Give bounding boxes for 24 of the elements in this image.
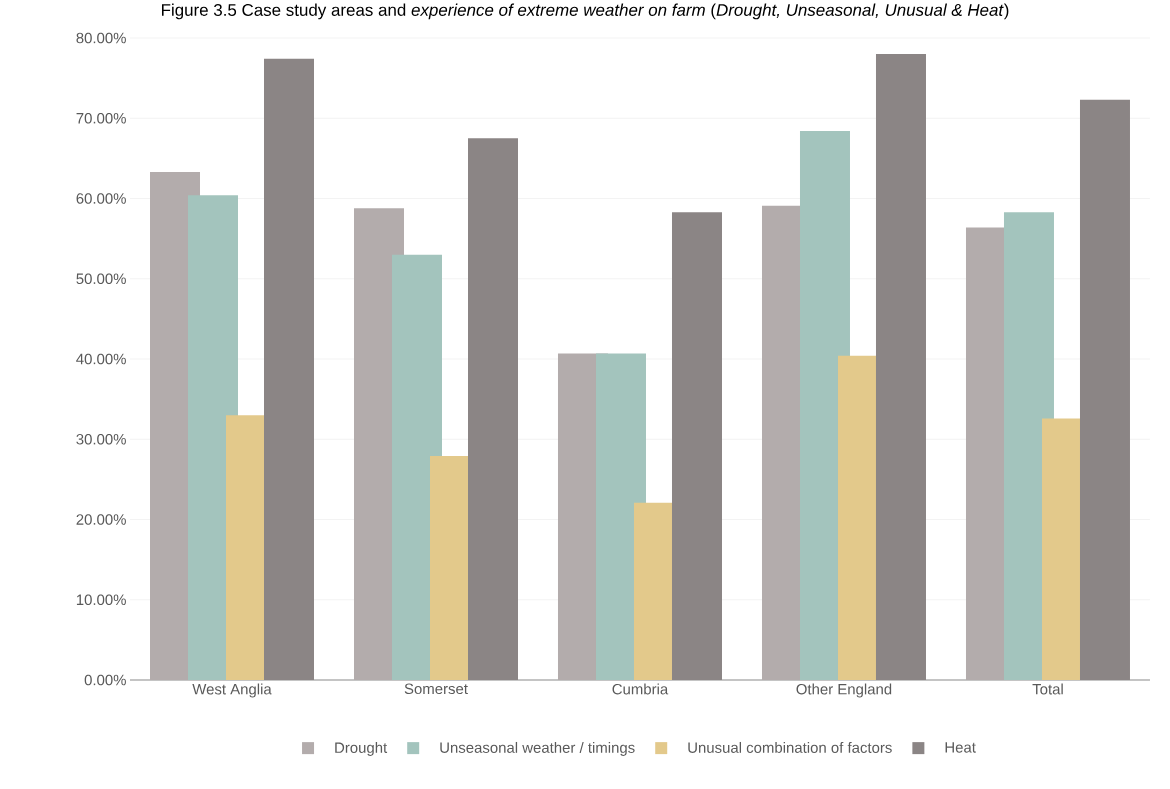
y-tick-label: 0.00% — [84, 674, 126, 686]
y-tick-label: 20.00% — [76, 514, 126, 525]
y-tick-label: 40.00% — [76, 353, 126, 365]
x-tick-label: West Anglia — [192, 683, 272, 698]
y-tick-label: 80.00% — [76, 32, 126, 44]
bar — [875, 54, 926, 680]
legend-label: Heat — [945, 742, 976, 753]
legend-label: Unseasonal weather / timings — [440, 741, 635, 756]
bar — [1079, 99, 1130, 680]
y-tick-label: 70.00% — [76, 112, 126, 124]
bar — [264, 58, 314, 680]
legend-label: Drought — [335, 741, 388, 756]
chart-title: Figure 3.5 Case study areas and experience of extreme weather on farm (Drought, Unseasonal, Unusual & Heat) — [162, 3, 1009, 20]
x-tick-label: Total — [1032, 683, 1063, 695]
legend-label: Unusual combination of factors — [688, 741, 892, 753]
x-tick-label: Cumbria — [612, 683, 669, 695]
bar — [468, 138, 518, 680]
y-tick-label: 50.00% — [76, 273, 126, 285]
x-tick-label: Other England — [796, 683, 892, 698]
y-tick-label: 30.00% — [76, 433, 126, 445]
y-tick-label: 10.00% — [76, 594, 126, 606]
bar — [671, 212, 722, 680]
x-tick-label: Somerset — [404, 683, 468, 695]
y-tick-label: 60.00% — [76, 193, 126, 204]
